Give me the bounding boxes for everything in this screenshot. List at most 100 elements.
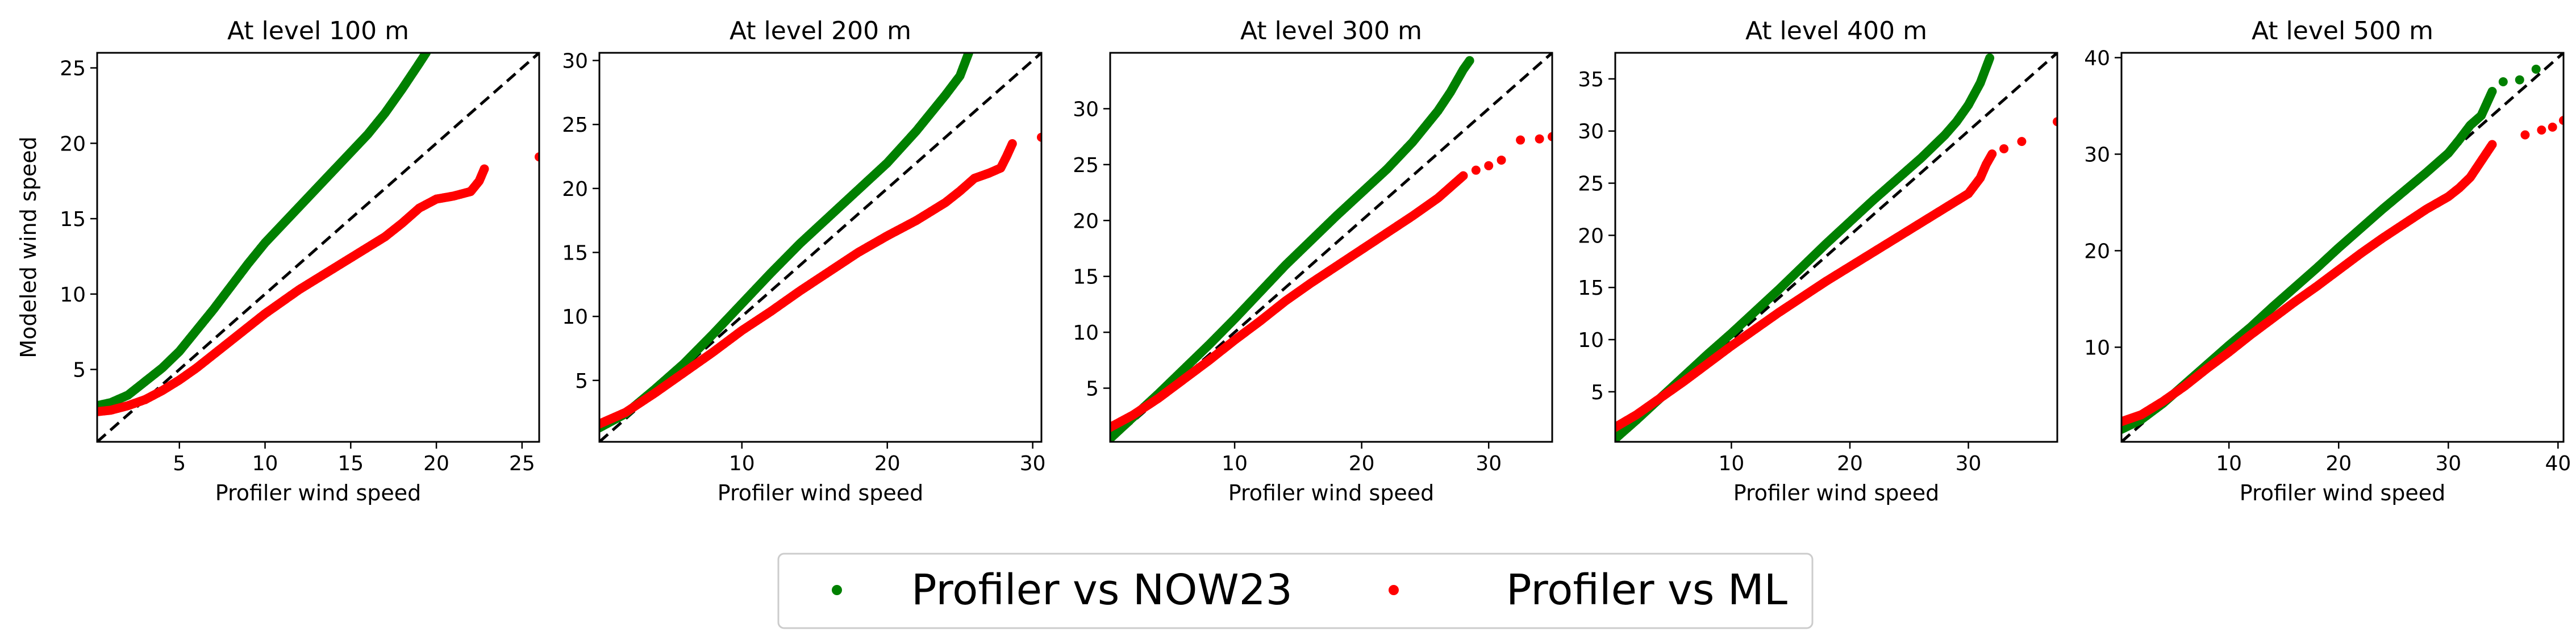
legend-entry-1: Profiler vs NOW23 <box>832 566 1293 614</box>
series-1 <box>1110 56 1474 442</box>
data-point <box>1535 134 1544 144</box>
data-point <box>1484 161 1494 170</box>
y-tick-label: 20 <box>1073 210 1099 233</box>
y-tick-label: 25 <box>1073 154 1099 177</box>
y-tick-label: 5 <box>575 370 588 393</box>
x-tick-label: 15 <box>337 452 364 475</box>
legend-label: Profiler vs ML <box>1506 566 1787 614</box>
data-point <box>2498 77 2508 86</box>
x-tick-label: 30 <box>1956 452 1982 475</box>
data-point <box>2531 64 2541 74</box>
subplot-2: 10 20 30 5 10 15 20 25 30 At level 200 m Profiler … <box>562 16 1046 505</box>
subplot-title: At level 300 m <box>1240 16 1422 45</box>
identity-line <box>97 53 539 442</box>
data-point <box>1007 139 1017 148</box>
x-tick-label: 10 <box>252 452 278 475</box>
data-point <box>2017 137 2027 147</box>
y-tick-label: 25 <box>1578 173 1604 196</box>
series-3 <box>535 152 539 162</box>
x-tick-label: 30 <box>2435 452 2461 475</box>
series-2 <box>1110 171 1468 432</box>
x-tick-label: 10 <box>729 452 755 475</box>
y-tick-label: 20 <box>1578 224 1604 248</box>
y-tick-label: 5 <box>73 359 86 382</box>
y-tick-label: 25 <box>562 114 588 137</box>
subplot-title: At level 200 m <box>730 16 911 45</box>
data-point <box>1458 171 1468 181</box>
series-3 <box>1999 117 2057 153</box>
data-layer <box>2121 53 2564 442</box>
data-point <box>480 164 489 174</box>
data-layer <box>97 53 539 442</box>
series-1 <box>97 53 431 411</box>
y-tick-label: 10 <box>1578 329 1604 352</box>
data-point <box>1037 132 1041 142</box>
x-axis-label: Profiler wind speed <box>215 480 422 505</box>
y-tick-label: 30 <box>2084 143 2110 166</box>
legend-entry-2: Profiler vs ML <box>1389 566 1787 614</box>
x-tick-label: 10 <box>1719 452 1745 475</box>
data-point <box>2559 115 2564 125</box>
series-2 <box>97 164 489 416</box>
x-tick-label: 20 <box>1837 452 1863 475</box>
series-1 <box>2121 86 2497 434</box>
axes-frame <box>1109 52 1553 443</box>
x-tick-label: 40 <box>2545 452 2571 475</box>
x-tick-label: 30 <box>1020 452 1046 475</box>
y-tick-label: 5 <box>1591 381 1604 404</box>
data-point <box>2520 130 2530 140</box>
data-point <box>1985 53 1995 63</box>
x-axis-label: Profiler wind speed <box>1228 480 1435 505</box>
y-tick-label: 10 <box>1073 321 1099 345</box>
x-tick-label: 10 <box>1222 452 1248 475</box>
data-point <box>2487 140 2497 149</box>
y-tick-label: 15 <box>562 242 588 265</box>
subplot-4: 10 20 30 5 10 15 20 25 30 35 At level 400 m Profile… <box>1578 16 2058 505</box>
data-point <box>2515 75 2524 85</box>
y-tick-label: 20 <box>562 178 588 201</box>
y-tick-label: 30 <box>1578 120 1604 144</box>
subplot-title: At level 100 m <box>227 16 409 45</box>
data-point <box>964 53 974 57</box>
data-layer <box>599 53 1041 442</box>
y-tick-label: 30 <box>1073 98 1099 121</box>
x-tick-label: 30 <box>1475 452 1502 475</box>
data-point <box>2053 117 2057 127</box>
x-tick-label: 20 <box>423 452 449 475</box>
x-tick-label: 25 <box>509 452 535 475</box>
y-tick-label: 10 <box>562 306 588 329</box>
x-tick-label: 20 <box>2325 452 2352 475</box>
legend-marker <box>1389 585 1399 595</box>
y-tick-label: 5 <box>1086 378 1099 401</box>
data-point <box>2487 86 2497 96</box>
data-point <box>1471 165 1481 175</box>
x-axis-label: Profiler wind speed <box>718 480 924 505</box>
data-point <box>2537 125 2546 135</box>
subplot-title: At level 500 m <box>2252 16 2433 45</box>
data-point <box>535 152 539 162</box>
data-point <box>1987 149 1997 159</box>
y-tick-label: 15 <box>1578 277 1604 300</box>
series-3 <box>1471 132 1552 175</box>
data-layer <box>1110 53 1552 442</box>
x-tick-label: 20 <box>874 452 901 475</box>
y-tick-label: 20 <box>2084 240 2110 263</box>
series-3 <box>1037 132 1041 142</box>
y-tick-label: 15 <box>1073 266 1099 289</box>
data-point <box>1465 56 1474 65</box>
y-tick-label: 10 <box>60 283 86 307</box>
axes-frame <box>96 52 540 443</box>
x-axis-label: Profiler wind speed <box>1733 480 1940 505</box>
y-axis-label: Modeled wind speed <box>16 136 41 358</box>
legend-label: Profiler vs NOW23 <box>911 566 1293 614</box>
series-4 <box>2520 115 2564 140</box>
x-tick-label: 5 <box>173 452 186 475</box>
x-axis-label: Profiler wind speed <box>2240 480 2446 505</box>
y-tick-label: 30 <box>562 50 588 73</box>
legend-box <box>777 553 1814 629</box>
subplot-1: 5 10 15 20 25 5 10 15 20 25 At level 100 m Profiler… <box>16 16 540 505</box>
y-tick-label: 40 <box>2084 47 2110 70</box>
series-3 <box>2121 140 2497 426</box>
y-tick-label: 25 <box>60 57 86 81</box>
